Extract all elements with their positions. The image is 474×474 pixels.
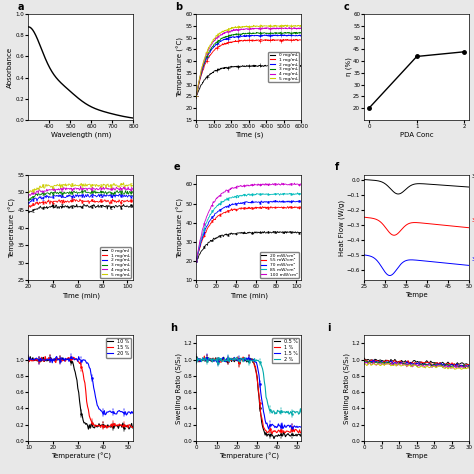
X-axis label: Time (min): Time (min)	[62, 292, 100, 299]
X-axis label: PDA Conc: PDA Conc	[400, 132, 434, 138]
Text: 3₂: 3₂	[471, 218, 474, 223]
Text: c: c	[343, 2, 349, 12]
Text: a: a	[18, 2, 25, 12]
Legend: 0 mg/ml, 1 mg/mL, 2 mg/mL, 3 mg/mL, 4 mg/mL, 5 mg/mL: 0 mg/ml, 1 mg/mL, 2 mg/mL, 3 mg/mL, 4 mg…	[100, 247, 131, 278]
Y-axis label: Swelling Ratio (S/S₀): Swelling Ratio (S/S₀)	[344, 353, 350, 424]
Legend: 10 %, 15 %, 20 %: 10 %, 15 %, 20 %	[106, 337, 131, 357]
X-axis label: Tempe: Tempe	[405, 453, 428, 459]
X-axis label: Wavelength (nm): Wavelength (nm)	[51, 132, 111, 138]
Y-axis label: η (%): η (%)	[345, 57, 352, 76]
X-axis label: Time (min): Time (min)	[230, 292, 268, 299]
Text: 3: 3	[471, 174, 474, 179]
Y-axis label: Heat Flow (W/g): Heat Flow (W/g)	[339, 200, 346, 255]
Legend: 20 mW/cm², 55 mW/cm², 70 mW/cm², 85 mW/cm², 100 mW/cm²: 20 mW/cm², 55 mW/cm², 70 mW/cm², 85 mW/c…	[260, 252, 299, 278]
X-axis label: Temperature (°C): Temperature (°C)	[51, 453, 111, 460]
Text: b: b	[175, 2, 182, 12]
X-axis label: Time (s): Time (s)	[235, 132, 263, 138]
Text: 3₂: 3₂	[471, 257, 474, 262]
Text: h: h	[170, 323, 177, 333]
Y-axis label: Absorbance: Absorbance	[7, 46, 13, 88]
Y-axis label: Temperature (°C): Temperature (°C)	[177, 198, 184, 257]
Text: i: i	[328, 323, 331, 333]
Text: f: f	[335, 163, 339, 173]
Y-axis label: Temperature (°C): Temperature (°C)	[177, 37, 184, 97]
X-axis label: Temperature (°C): Temperature (°C)	[219, 453, 279, 460]
Y-axis label: Swelling Ratio (S/S₀): Swelling Ratio (S/S₀)	[175, 353, 182, 424]
Text: e: e	[173, 163, 180, 173]
Legend: 0 mg/mL, 1 mg/mL, 2 mg/mL, 3 mg/mL, 4 mg/mL, 5 mg/mL: 0 mg/mL, 1 mg/mL, 2 mg/mL, 3 mg/mL, 4 mg…	[268, 52, 299, 82]
Legend: 0.5 %, 1 %, 1.5 %, 2 %: 0.5 %, 1 %, 1.5 %, 2 %	[273, 337, 299, 364]
X-axis label: Tempe: Tempe	[405, 292, 428, 298]
Y-axis label: Temperature (°C): Temperature (°C)	[9, 198, 16, 257]
